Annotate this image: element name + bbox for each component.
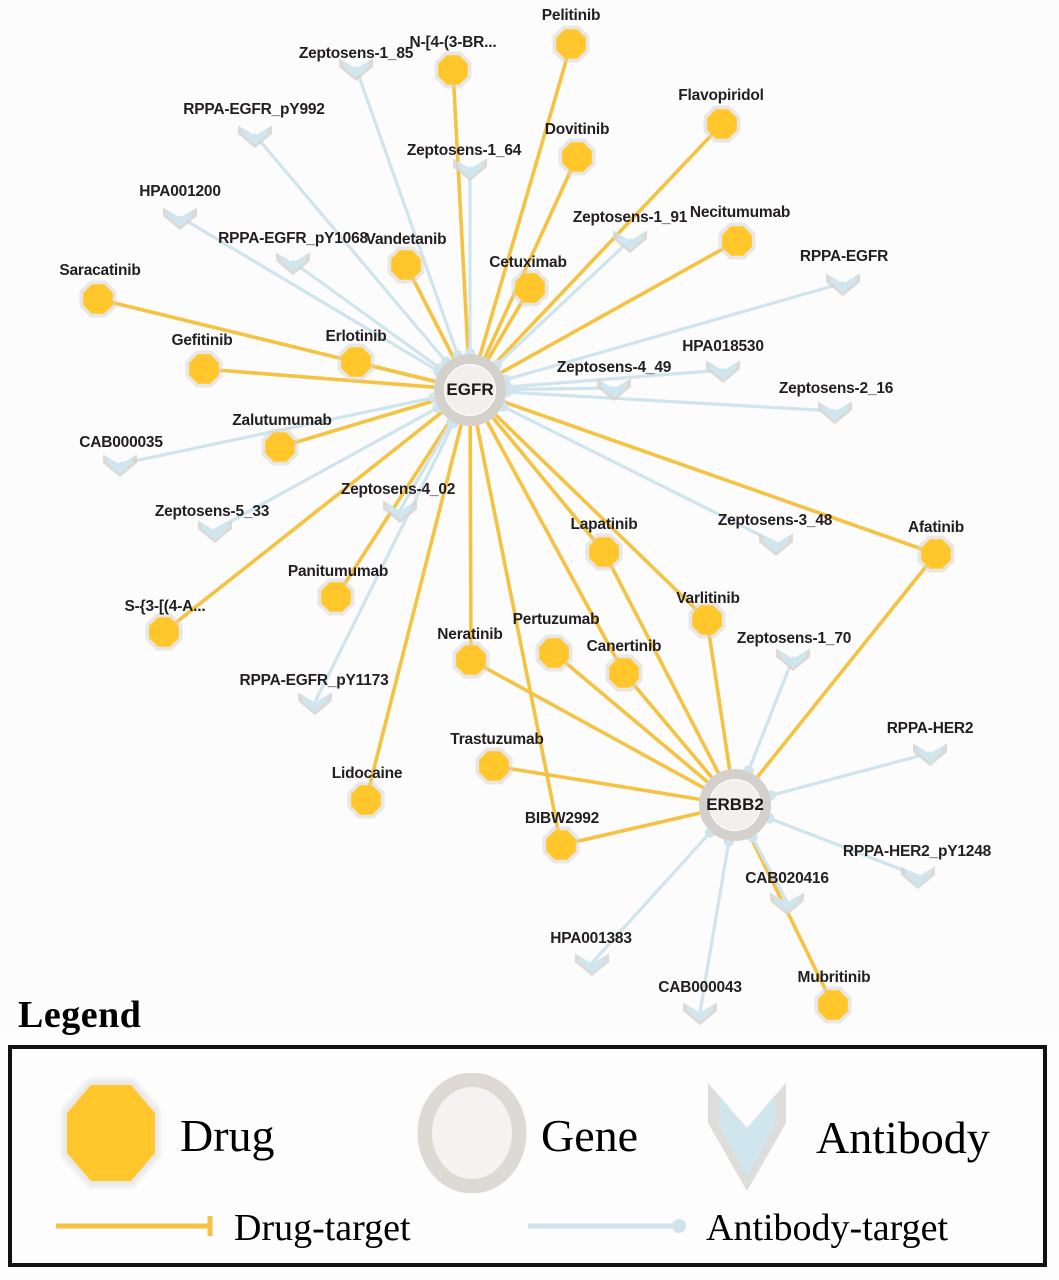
legend-title: Legend bbox=[18, 994, 142, 1036]
legend-label-antibody: Antibody bbox=[816, 1112, 990, 1163]
legend-label-antibody-target: Antibody-target bbox=[706, 1207, 949, 1249]
network-svg[interactable] bbox=[0, 0, 1059, 1030]
gene-ring-icon bbox=[417, 1072, 527, 1198]
antibody-target-line-icon bbox=[522, 1213, 692, 1244]
drug-octagon-icon bbox=[56, 1073, 166, 1198]
antibody-chevron-icon bbox=[692, 1073, 802, 1203]
legend-label-drug: Drug bbox=[180, 1109, 275, 1161]
legend-box: Drug Gene bbox=[8, 1045, 1047, 1267]
legend: Legend Drug bbox=[0, 985, 1059, 1280]
legend-item-antibody-target: Antibody-target bbox=[522, 1209, 948, 1247]
legend-label-drug-target: Drug-target bbox=[234, 1207, 411, 1249]
nodes-layer bbox=[79, 25, 955, 1026]
legend-item-gene: Gene bbox=[417, 1072, 639, 1198]
network-canvas[interactable]: N-[4-(3-BR... Pelitinib Flavopiridol Doviti… bbox=[0, 0, 1059, 1030]
legend-label-gene: Gene bbox=[541, 1109, 639, 1161]
legend-item-drug-target: Drug-target bbox=[50, 1209, 411, 1247]
legend-item-drug: Drug bbox=[56, 1073, 275, 1198]
legend-item-antibody: Antibody bbox=[692, 1073, 990, 1203]
drug-target-line-icon bbox=[50, 1213, 220, 1244]
